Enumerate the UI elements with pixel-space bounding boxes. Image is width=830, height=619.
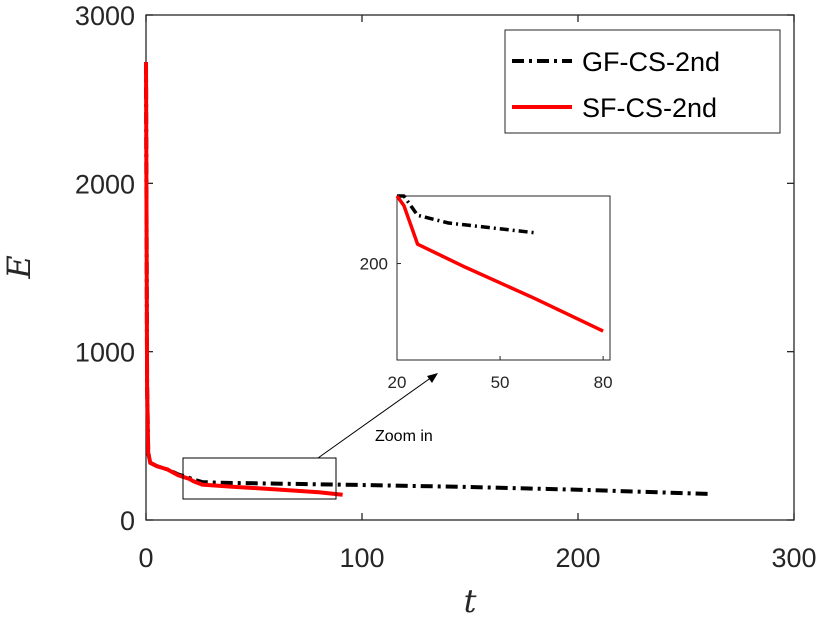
y-axis-label: E [0,255,38,279]
inset-series-line-sf-cs-2nd [395,194,604,333]
zoom-arrow [317,376,433,459]
inset-series-line-gf-cs-2nd [397,194,535,235]
inset-x-tick-label: 20 [388,373,407,392]
legend-label-gf: GF-CS-2nd [582,47,720,77]
x-tick-label: 300 [771,543,816,573]
zoom-region-box [182,457,337,500]
y-tick-label: 3000 [75,1,135,31]
legend: GF-CS-2nd SF-CS-2nd [504,29,781,134]
legend-label-sf: SF-CS-2nd [582,93,717,123]
inset-ticks: 20 50 80 200 [360,255,613,392]
zoom-arrow-head [427,373,438,383]
x-tick-label: 100 [339,543,384,573]
series-line-sf-cs-2nd [144,62,343,497]
y-tick-label: 0 [120,506,135,536]
x-tick-label: 0 [138,543,153,573]
inset-x-tick-label: 50 [491,373,510,392]
inset-plot-area [396,195,611,361]
zoom-annotation: Zoom in [375,428,433,445]
inset-x-tick-label: 80 [594,373,613,392]
x-axis-label: t [464,582,477,619]
main-series [144,62,708,497]
legend-box [504,29,781,134]
x-tick-label: 200 [555,543,600,573]
inset-series [395,194,604,333]
y-tick-label: 1000 [75,338,135,368]
inset-y-tick-label: 200 [360,255,388,274]
y-tick-label: 2000 [75,169,135,199]
